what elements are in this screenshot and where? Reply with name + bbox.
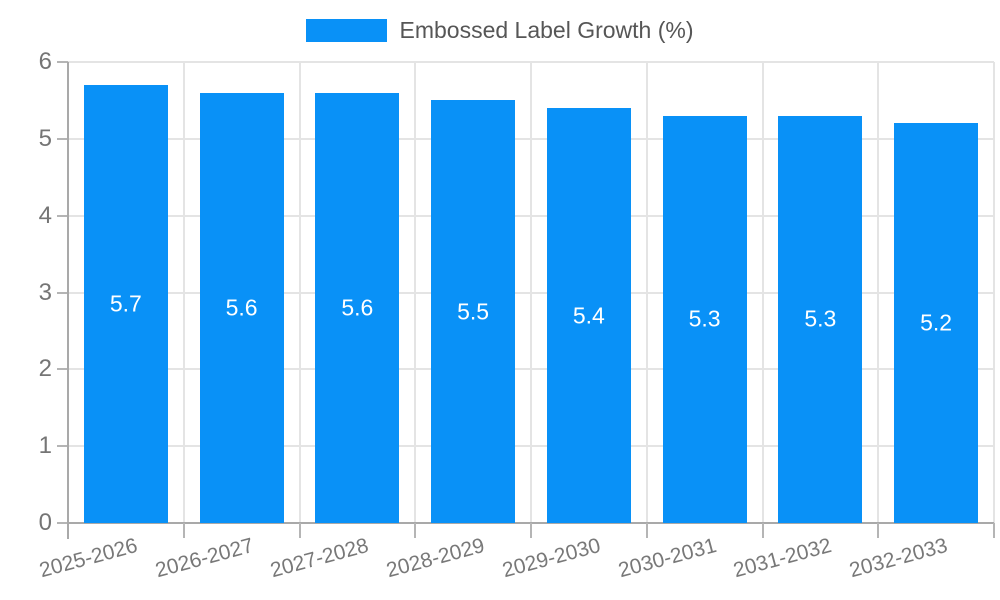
y-tick-mark	[57, 61, 68, 63]
x-gridline	[182, 62, 185, 523]
y-tick-label: 5	[38, 124, 52, 152]
y-tick-label: 4	[38, 201, 52, 229]
bar-value-label: 5.6	[341, 294, 374, 321]
y-tick-label: 0	[38, 509, 52, 536]
y-tick-mark	[57, 522, 68, 524]
x-gridline	[877, 62, 880, 523]
bar-value-label: 5.3	[804, 305, 837, 332]
y-tick-label: 1	[38, 432, 52, 460]
y-tick-mark	[57, 445, 68, 448]
bar[interactable]: 5.6	[315, 92, 400, 523]
x-tick-mark	[182, 523, 185, 538]
bar-value-label: 5.3	[688, 305, 721, 332]
y-tick-label: 2	[38, 355, 52, 383]
legend-label: Embossed Label Growth (%)	[399, 17, 694, 43]
x-gridline	[298, 62, 301, 523]
bar[interactable]: 5.5	[431, 100, 516, 523]
bar-value-label: 5.5	[457, 298, 490, 325]
x-tick-mark	[414, 523, 417, 538]
bar[interactable]: 5.7	[83, 85, 168, 523]
x-tick-mark	[993, 523, 995, 538]
legend[interactable]: Embossed Label Growth (%)	[0, 17, 1000, 43]
x-tick-mark	[530, 523, 532, 538]
x-gridline	[761, 62, 764, 523]
bar[interactable]: 5.2	[894, 123, 979, 523]
y-tick-mark	[57, 214, 68, 217]
y-tick-mark	[57, 368, 68, 371]
x-gridline	[993, 62, 995, 523]
y-tick-mark	[57, 291, 68, 294]
x-gridline	[645, 62, 648, 523]
x-tick-mark	[877, 523, 880, 538]
legend-swatch	[306, 18, 388, 42]
bar[interactable]: 5.6	[199, 92, 284, 523]
x-gridline	[530, 62, 532, 523]
x-gridline	[414, 62, 417, 523]
x-tick-mark	[761, 523, 764, 538]
x-tick-mark	[645, 523, 648, 538]
bar[interactable]: 5.4	[546, 108, 631, 523]
y-tick-label: 6	[38, 48, 52, 75]
bar-value-label: 5.4	[572, 302, 605, 329]
bar-value-label: 5.2	[920, 309, 953, 336]
bar[interactable]: 5.3	[778, 115, 863, 523]
y-tick-mark	[57, 137, 68, 140]
y-tick-label: 3	[38, 278, 52, 306]
y-axis-line	[67, 62, 69, 539]
x-tick-mark	[298, 523, 301, 538]
plot-area: 0 1 2 3 4 5 6 5.7 2025-2026 5.6 2026-2027 5.6 2027-2…	[37, 48, 995, 582]
bar-value-label: 5.7	[109, 290, 142, 317]
bar[interactable]: 5.3	[662, 115, 747, 523]
bar-value-label: 5.6	[225, 294, 258, 321]
